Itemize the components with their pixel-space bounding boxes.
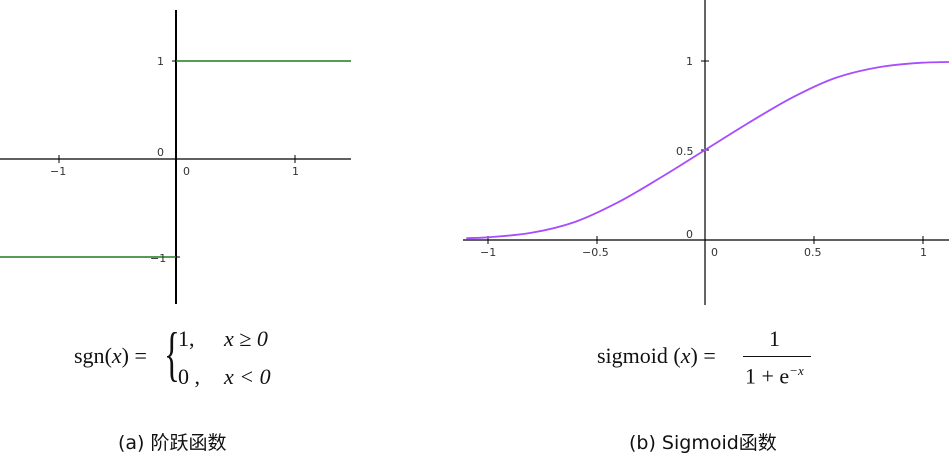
step-caption: (a) 阶跃函数: [118, 432, 227, 454]
sigmoid-x-tick-label-0: 0: [711, 246, 718, 259]
sigmoid-formula-fraction-bar: [743, 356, 811, 357]
sigmoid-x-tick-label-05: 0.5: [804, 246, 822, 259]
step-formula-case1-cond: x ≥ 0: [224, 326, 268, 351]
step-formula-lhs: sgn(x) =: [74, 343, 147, 368]
step-formula-brace: {: [164, 321, 180, 387]
sigmoid-y-tick-label-05: 0.5: [676, 145, 694, 158]
step-formula-var: x: [111, 343, 122, 368]
sigmoid-x-tick-label-1: 1: [920, 246, 927, 259]
step-y-tick-label-neg1: −1: [150, 252, 166, 265]
step-formula-case1-value: 1,: [178, 326, 195, 351]
sigmoid-y-tick-label-1: 1: [686, 55, 693, 68]
step-y-tick-label-0: 0: [157, 146, 164, 159]
sigmoid-caption: (b) Sigmoid函数: [629, 432, 777, 454]
sigmoid-x-tick-label-neg1: −1: [480, 246, 496, 259]
sigmoid-formula-exponent: −x: [789, 363, 804, 378]
sigmoid-formula-numerator: 1: [769, 326, 780, 351]
step-x-tick-label-neg1: −1: [50, 165, 66, 178]
sigmoid-formula-denominator: 1 + e−x: [745, 363, 804, 389]
step-y-tick-label-1: 1: [157, 55, 164, 68]
sigmoid-curve: [466, 61, 949, 240]
sigmoid-formula-var: x: [680, 343, 691, 368]
step-x-tick-label-0: 0: [183, 165, 190, 178]
step-function-chart: −1 0 1 1 0 −1: [0, 10, 351, 304]
step-formula-fn: sgn: [74, 343, 105, 368]
sigmoid-formula-denominator-base: 1 + e: [745, 363, 790, 389]
sigmoid-formula-fn: sigmoid: [597, 343, 668, 368]
sigmoid-formula-lhs: sigmoid (x) =: [597, 343, 716, 368]
sigmoid-x-tick-label-neg05: −0.5: [582, 246, 609, 259]
step-formula-case2-value: 0 ,: [178, 364, 200, 389]
sigmoid-function-chart: −1 −0.5 0 0.5 1 1 0.5 0: [463, 0, 949, 305]
step-x-tick-label-1: 1: [292, 165, 299, 178]
sigmoid-y-tick-label-0: 0: [686, 228, 693, 241]
step-formula-case2-cond: x < 0: [224, 364, 271, 389]
